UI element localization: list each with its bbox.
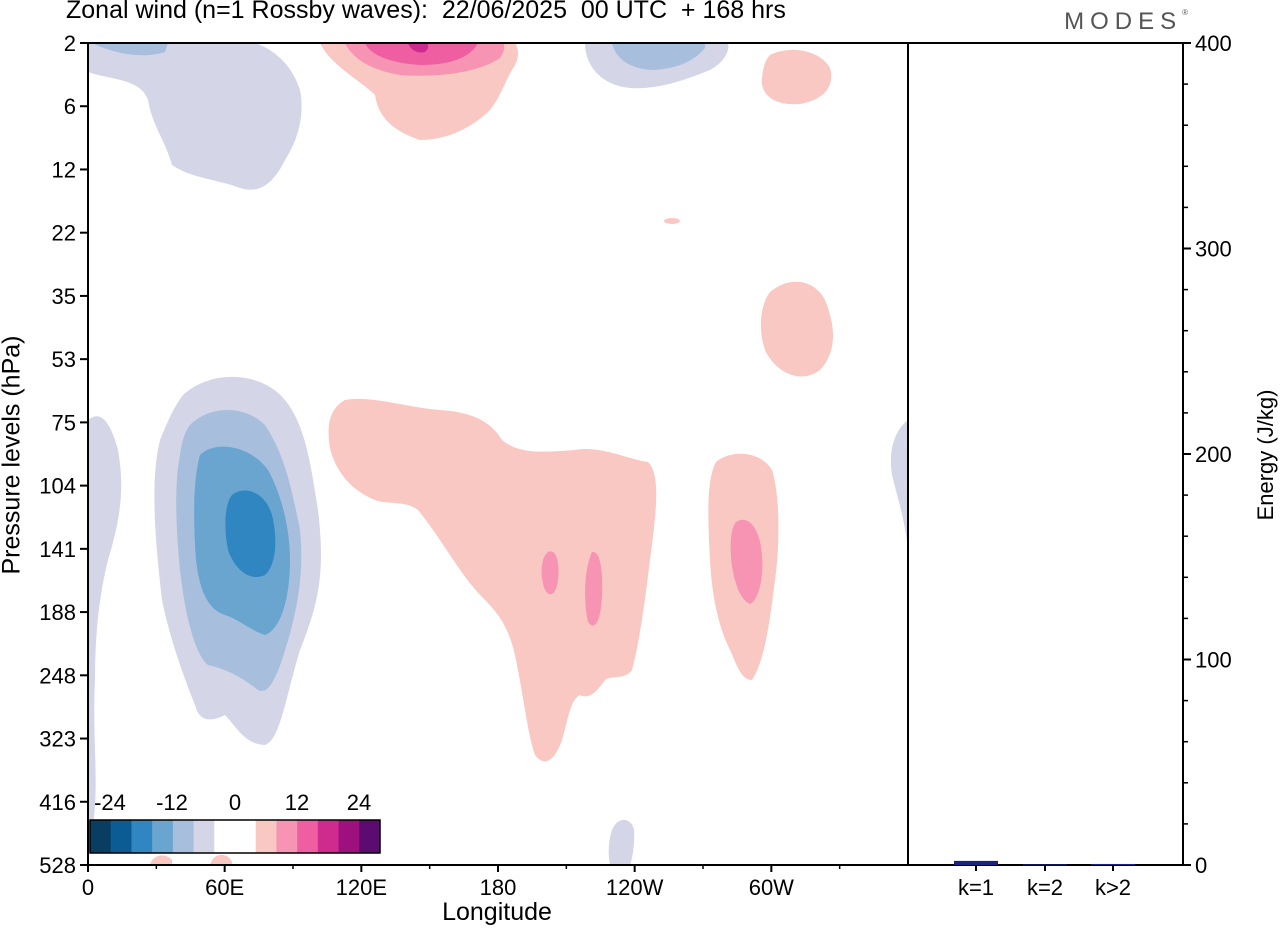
colorbar-swatch [110, 820, 132, 853]
energy-ticks: 0 100 200 300 400 [1183, 31, 1232, 878]
pressure-tick-label: 35 [52, 284, 76, 309]
wavenumber-label: k=1 [958, 875, 994, 900]
contour-pos-14 [730, 519, 763, 604]
colorbar-swatch [235, 820, 257, 853]
colorbar-swatch [297, 820, 319, 853]
pressure-tick-label: 6 [64, 94, 76, 119]
colorbar-swatch [255, 820, 277, 853]
colorbar-frame [89, 819, 381, 854]
energy-plot-frame [907, 42, 1184, 866]
colorbar-swatch [359, 820, 381, 853]
wavenumber-label: k>2 [1095, 875, 1131, 900]
pressure-tick-label: 75 [52, 410, 76, 435]
colorbar-swatch [338, 820, 360, 853]
contour-pos-4 [408, 43, 429, 53]
contour-pos-12 [585, 551, 603, 626]
longitude-tick-label: 120W [606, 875, 664, 900]
contour-pos-8 [150, 855, 172, 865]
x-axis-label: Longitude [442, 898, 552, 926]
colorbar-swatch [131, 820, 153, 853]
contour-pos-5 [761, 49, 832, 105]
pressure-tick-label: 104 [39, 474, 76, 499]
longitude-tick-label: 180 [480, 875, 517, 900]
contour-pos-3 [365, 43, 478, 65]
colorbar-swatch [152, 820, 174, 853]
pressure-tick-label: 141 [39, 537, 76, 562]
wavenumber-label: k=2 [1027, 875, 1063, 900]
pressure-tick-label: 248 [39, 663, 76, 688]
pressure-ticks: 2 6 12 22 35 53 75 104 141 188 248 323 416 528 [39, 31, 88, 878]
energy-tick-label: 300 [1195, 237, 1232, 262]
pressure-tick-label: 12 [52, 157, 76, 182]
colorbar-swatch [90, 820, 112, 853]
colorbar-tick-label: 0 [229, 790, 241, 815]
pressure-tick-label: 188 [39, 600, 76, 625]
energy-tick-label: 0 [1195, 853, 1207, 878]
pressure-tick-label: 416 [39, 790, 76, 815]
colorbar-swatch [317, 820, 340, 853]
colorbar: -24 -12 0 12 24 [89, 790, 381, 854]
colorbar-tick-label: -12 [156, 790, 188, 815]
colorbar-swatch [172, 820, 195, 853]
pressure-tick-label: 323 [39, 727, 76, 752]
contour-pos-9 [210, 854, 232, 865]
longitude-tick-label: 120E [336, 875, 387, 900]
energy-tick-label: 200 [1195, 442, 1232, 467]
colorbar-swatch [193, 820, 215, 853]
longitude-tick-label: 0 [82, 875, 94, 900]
energy-bars [954, 860, 1135, 866]
pressure-tick-label: 53 [52, 347, 76, 372]
pressure-tick-label: 22 [52, 221, 76, 246]
energy-tick-label: 400 [1195, 31, 1232, 56]
contour-neg-2 [92, 43, 168, 56]
wavenumber-ticks: k=1 k=2 k>2 [958, 865, 1131, 900]
contour-pos-6 [664, 218, 680, 224]
contour-pos-10 [328, 398, 657, 762]
pressure-tick-label: 2 [64, 31, 76, 56]
colorbar-swatch [276, 820, 298, 853]
energy-bar-k2 [1023, 864, 1067, 866]
contour-neg-4 [612, 43, 705, 70]
contour-pos-7 [760, 281, 834, 377]
contour-neg-11 [608, 819, 635, 865]
colorbar-tick-label: 24 [347, 790, 371, 815]
longitude-tick-label: 60W [749, 875, 794, 900]
colorbar-tick-label: 12 [285, 790, 309, 815]
colorbar-tick-label: -24 [94, 790, 126, 815]
contour-neg-8 [225, 490, 276, 578]
chart-title: Zonal wind (n=1 Rossby waves): 22/06/202… [66, 0, 786, 24]
contour-field [88, 43, 908, 865]
contour-neg-10 [890, 420, 908, 550]
contour-neg-1 [88, 43, 302, 190]
energy-bar-kgt2 [1091, 863, 1135, 865]
contour-neg-9 [88, 416, 122, 865]
contour-pos-11 [541, 551, 559, 595]
longitude-ticks: 0 60E 120E 180 120W 60W [82, 865, 841, 900]
modes-logo: MODES® [1064, 8, 1188, 36]
pressure-tick-label: 528 [39, 853, 76, 878]
colorbar-swatch [214, 820, 236, 853]
registered-mark: ® [1182, 8, 1188, 17]
logo-text: MODES [1064, 8, 1183, 35]
energy-tick-label: 100 [1195, 648, 1232, 673]
energy-bar-k1 [954, 860, 998, 865]
longitude-tick-label: 60E [205, 875, 244, 900]
